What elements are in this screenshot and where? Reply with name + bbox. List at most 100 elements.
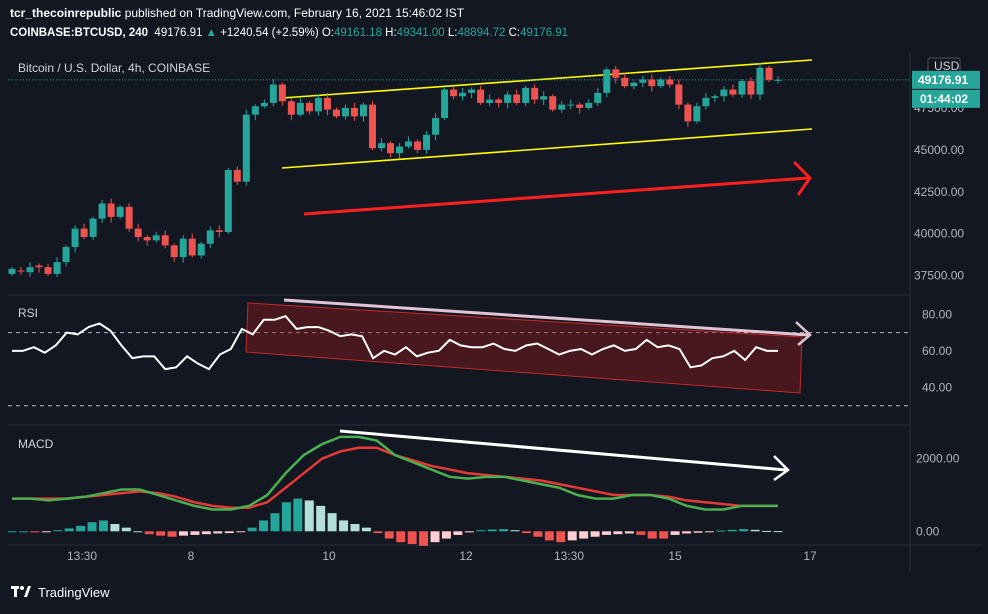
candle: [161, 235, 169, 246]
candle: [549, 96, 557, 110]
price-tick-label: 40000.00: [914, 227, 964, 241]
candle: [251, 106, 259, 115]
candle: [215, 230, 223, 232]
candle: [756, 67, 764, 95]
candle: [296, 102, 304, 115]
candle: [522, 87, 530, 103]
rsi-title: RSI: [18, 306, 38, 320]
macd-histogram-bar: [430, 531, 440, 543]
candle: [738, 81, 746, 95]
trend-arrow-line: [303, 176, 809, 216]
candle: [765, 67, 773, 80]
chart-area[interactable]: Bitcoin / U.S. Dollar, 4h, COINBASE 37500…: [7, 52, 982, 572]
candle: [224, 169, 232, 232]
candle: [134, 228, 142, 238]
macd-histogram-bar: [762, 530, 772, 532]
candle: [720, 89, 728, 97]
macd-histogram-bar: [521, 531, 531, 534]
countdown-label: 01:44:02: [920, 92, 968, 106]
candle: [621, 77, 629, 87]
candle: [368, 104, 376, 149]
candle: [585, 102, 593, 108]
time-tick-label: 12: [459, 549, 473, 563]
candle: [170, 245, 178, 258]
symbol-info: COINBASE:BTCUSD, 240 49176.91 ▲ +1240.54…: [10, 27, 568, 39]
macd-tick-label: 0.00: [916, 524, 940, 538]
candle: [468, 89, 476, 93]
candle: [684, 104, 692, 122]
candle: [206, 230, 214, 244]
candle: [386, 143, 394, 154]
candle: [729, 89, 737, 95]
candle: [540, 96, 548, 100]
macd-histogram-bar: [716, 530, 726, 532]
candle: [657, 79, 665, 87]
rsi-tick-label: 40.00: [922, 380, 952, 394]
candle: [152, 235, 160, 241]
low-label: L:: [447, 27, 458, 39]
candle: [648, 79, 656, 87]
macd-histogram-bar: [476, 530, 486, 532]
macd-histogram-bar: [407, 531, 417, 544]
macd-histogram-bar: [64, 528, 74, 532]
publisher-name: tcr_thecoinrepublic: [10, 6, 122, 20]
candle: [504, 94, 512, 103]
macd-histogram-bar: [499, 529, 509, 532]
countdown-marker: [912, 89, 980, 108]
macd-histogram-bar: [293, 498, 303, 532]
candle: [278, 84, 286, 102]
macd-histogram-bar: [121, 527, 131, 532]
rsi-divergence-arrow-head: [795, 321, 812, 346]
macd-histogram-bar: [704, 531, 714, 533]
candle: [666, 79, 674, 85]
close-label: C:: [508, 27, 521, 39]
macd-histogram-bar: [201, 531, 211, 535]
last-price-label: 49176.91: [918, 73, 968, 87]
time-tick-label: 10: [322, 549, 336, 563]
candle: [233, 169, 241, 182]
macd-histogram-bar: [419, 531, 429, 546]
high-value: 49341.00: [396, 27, 445, 39]
candle: [450, 89, 458, 97]
open-label: O:: [321, 27, 334, 39]
candle: [675, 84, 683, 105]
candle: [774, 79, 782, 81]
publish-info: tcr_thecoinrepublic published on Trading…: [10, 6, 464, 20]
macd-histogram-bar: [270, 513, 280, 532]
rsi-channel-box: [245, 302, 803, 394]
price-tick-label: 37500.00: [914, 269, 964, 283]
candle: [8, 268, 16, 274]
candle: [432, 118, 440, 135]
rsi-tick-label: 80.00: [922, 307, 952, 321]
macd-histogram-bar: [773, 531, 783, 533]
footer: TradingView: [10, 584, 110, 600]
candle: [26, 267, 34, 273]
candle: [332, 109, 340, 117]
candle: [359, 104, 367, 117]
macd-histogram-bar: [156, 531, 166, 536]
macd-histogram-bar: [453, 531, 463, 535]
candle: [576, 104, 584, 108]
time-tick-label: 15: [668, 549, 682, 563]
macd-histogram-bar: [316, 505, 326, 532]
macd-histogram-bar: [624, 531, 634, 534]
candle: [441, 89, 449, 119]
tradingview-brand: TradingView: [38, 584, 110, 600]
candle: [612, 69, 620, 78]
macd-histogram-bar: [327, 513, 337, 532]
up-triangle-icon: ▲: [205, 27, 217, 39]
candle: [89, 218, 97, 238]
candle: [80, 228, 88, 238]
macd-histogram-bar: [579, 531, 589, 539]
chart-svg[interactable]: Bitcoin / U.S. Dollar, 4h, COINBASE 37500…: [7, 52, 982, 572]
time-tick-label: 13:30: [67, 549, 97, 563]
candle: [558, 104, 566, 110]
macd-histogram-bar: [750, 529, 760, 532]
macd-histogram-bar: [30, 531, 40, 533]
macd-histogram-bar: [224, 531, 234, 534]
candle: [125, 206, 133, 229]
candle: [477, 89, 485, 103]
candle: [197, 243, 205, 256]
macd-histogram-bar: [339, 520, 349, 532]
currency-label: USD: [934, 59, 960, 73]
